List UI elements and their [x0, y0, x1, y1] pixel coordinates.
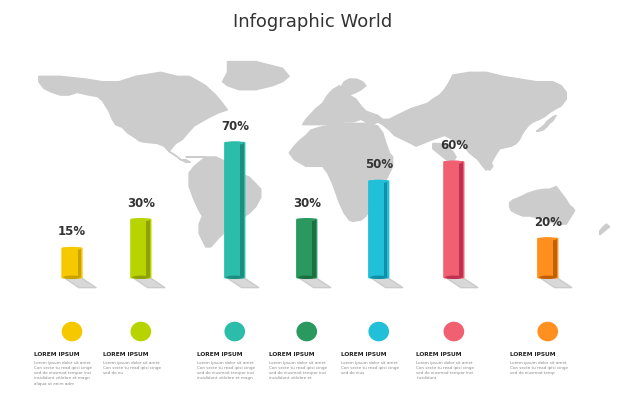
Polygon shape: [298, 277, 331, 288]
FancyBboxPatch shape: [224, 142, 245, 279]
Ellipse shape: [224, 322, 245, 341]
Bar: [146, 220, 150, 277]
Ellipse shape: [63, 247, 81, 250]
Polygon shape: [361, 72, 567, 171]
Ellipse shape: [368, 322, 389, 341]
Bar: [78, 249, 81, 277]
Polygon shape: [510, 186, 575, 224]
Polygon shape: [539, 277, 572, 288]
Text: 30%: 30%: [293, 197, 321, 210]
Polygon shape: [326, 79, 366, 103]
Text: LOREM IPSUM: LOREM IPSUM: [269, 352, 315, 357]
Polygon shape: [39, 72, 227, 162]
FancyBboxPatch shape: [368, 180, 389, 279]
Text: Lorem ipsum dolor sit amet
Con secte tu read ipisi cinge
sed do eiusmod tempor i: Lorem ipsum dolor sit amet Con secte tu …: [197, 361, 255, 380]
Text: Lorem ipsum dolor sit amet
Con secte tu read ipisi cinge
sed do eiusmod tempor i: Lorem ipsum dolor sit amet Con secte tu …: [269, 361, 327, 380]
Text: LOREM IPSUM: LOREM IPSUM: [34, 352, 80, 357]
Ellipse shape: [539, 276, 557, 279]
Polygon shape: [226, 277, 259, 288]
Ellipse shape: [226, 141, 244, 145]
Ellipse shape: [443, 322, 464, 341]
Ellipse shape: [226, 276, 244, 279]
Ellipse shape: [297, 322, 317, 341]
Text: LOREM IPSUM: LOREM IPSUM: [510, 352, 556, 357]
Text: LOREM IPSUM: LOREM IPSUM: [341, 352, 387, 357]
FancyBboxPatch shape: [537, 238, 558, 279]
Bar: [312, 220, 316, 277]
Ellipse shape: [298, 218, 316, 221]
Text: Lorem ipsum dolor sit amet
Con secte tu read ipisi cinge
sed do eius: Lorem ipsum dolor sit amet Con secte tu …: [341, 361, 399, 375]
Ellipse shape: [130, 322, 151, 341]
Text: Lorem ipsum dolor sit amet
Con secte tu read ipisi cinge
sed do eu: Lorem ipsum dolor sit amet Con secte tu …: [103, 361, 162, 375]
FancyBboxPatch shape: [443, 161, 464, 279]
Ellipse shape: [445, 161, 463, 164]
Polygon shape: [302, 86, 377, 125]
FancyBboxPatch shape: [61, 247, 83, 279]
Ellipse shape: [370, 276, 387, 279]
Ellipse shape: [537, 322, 558, 341]
Polygon shape: [370, 277, 403, 288]
Polygon shape: [445, 277, 478, 288]
Polygon shape: [63, 277, 96, 288]
Ellipse shape: [61, 322, 83, 341]
Polygon shape: [289, 123, 393, 221]
Text: Lorem ipsum dolor sit amet
Con secte tu read ipisi cinge
sed do eiusmod temp: Lorem ipsum dolor sit amet Con secte tu …: [510, 361, 568, 375]
Text: 60%: 60%: [440, 139, 468, 152]
Text: 50%: 50%: [365, 158, 393, 171]
Text: LOREM IPSUM: LOREM IPSUM: [416, 352, 462, 357]
Text: 20%: 20%: [534, 216, 562, 229]
Bar: [553, 239, 557, 277]
Text: Lorem ipsum dolor sit amet
Con secte tu read ipisi cinge
sed do eiusmod tempor i: Lorem ipsum dolor sit amet Con secte tu …: [34, 361, 93, 385]
Polygon shape: [186, 157, 261, 247]
Text: 30%: 30%: [127, 197, 155, 210]
Text: LOREM IPSUM: LOREM IPSUM: [103, 352, 149, 357]
Polygon shape: [536, 115, 557, 131]
Text: Lorem ipsum dolor sit amet
Con secte tu read ipisi cinge
sed do eiusmod tempor i: Lorem ipsum dolor sit amet Con secte tu …: [416, 361, 475, 380]
Polygon shape: [600, 224, 610, 235]
Bar: [384, 181, 387, 277]
Text: Infographic World: Infographic World: [233, 13, 393, 30]
Ellipse shape: [63, 276, 81, 279]
Text: 15%: 15%: [58, 226, 86, 239]
Ellipse shape: [132, 218, 150, 221]
Ellipse shape: [298, 276, 316, 279]
Polygon shape: [480, 146, 493, 171]
Bar: [459, 162, 463, 277]
Ellipse shape: [132, 276, 150, 279]
Bar: [240, 143, 244, 277]
Ellipse shape: [539, 237, 557, 241]
FancyBboxPatch shape: [296, 219, 317, 279]
Polygon shape: [132, 277, 165, 288]
Polygon shape: [433, 143, 456, 162]
FancyBboxPatch shape: [130, 219, 151, 279]
Text: LOREM IPSUM: LOREM IPSUM: [197, 352, 243, 357]
Ellipse shape: [445, 276, 463, 279]
Text: 70%: 70%: [221, 120, 249, 133]
Polygon shape: [222, 62, 289, 90]
Ellipse shape: [370, 180, 387, 183]
